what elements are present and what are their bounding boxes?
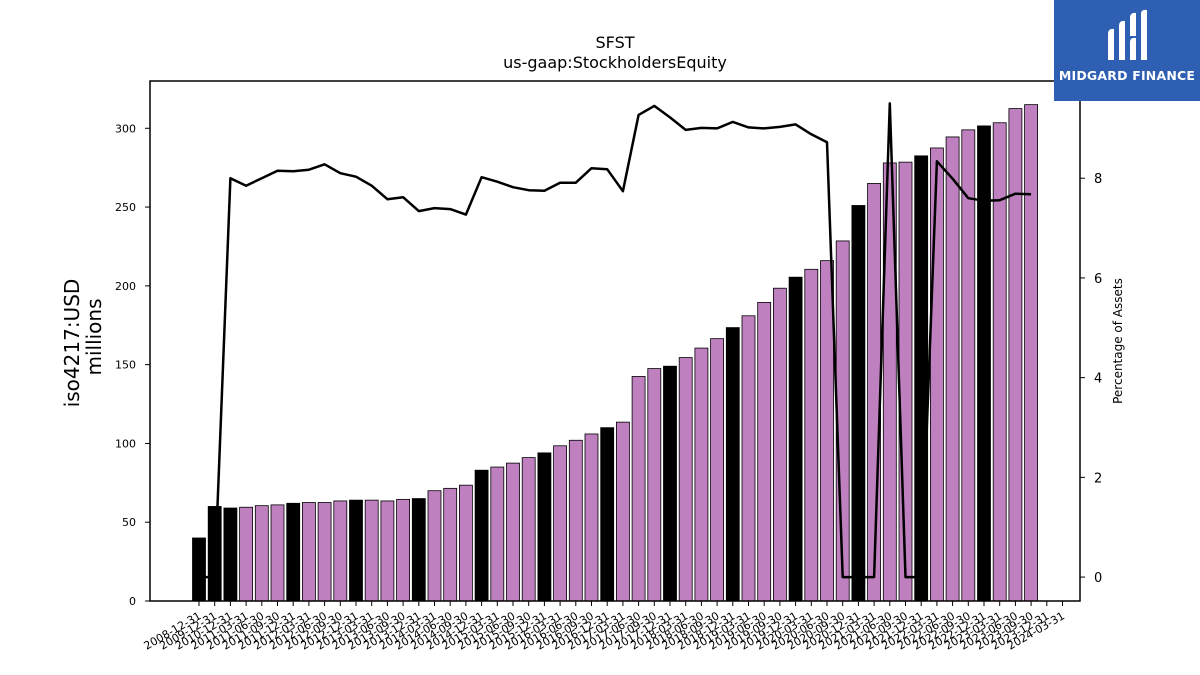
bar-2015-06-30 bbox=[506, 462, 520, 602]
logo-mark-icon bbox=[1108, 9, 1147, 60]
y2tick-label: 8 bbox=[1094, 172, 1102, 187]
bar-2011-06-30 bbox=[254, 505, 269, 602]
bar-2019-12-31 bbox=[788, 276, 803, 602]
bar-2014-09-30 bbox=[458, 484, 473, 602]
bar-2012-09-30 bbox=[333, 500, 348, 602]
bar-2020-06-30 bbox=[820, 260, 834, 602]
bar-2011-03-31 bbox=[239, 506, 254, 602]
brand-logo: MIDGARD FINANCE bbox=[1054, 0, 1200, 101]
bar-2012-12-31 bbox=[349, 499, 363, 602]
bar-2021-09-30 bbox=[898, 161, 913, 602]
bar-2022-06-30 bbox=[945, 136, 960, 602]
bar-2021-12-31 bbox=[914, 155, 929, 602]
bar-2018-09-30 bbox=[710, 338, 724, 602]
bar-2015-03-31 bbox=[490, 466, 505, 602]
bar-2015-12-31 bbox=[537, 452, 552, 602]
bar-2020-12-31 bbox=[851, 205, 866, 602]
bar-2018-03-31 bbox=[678, 357, 693, 602]
bar-2020-03-31 bbox=[804, 268, 819, 602]
y-axis-label-line2: millions bbox=[82, 298, 106, 375]
line-percentage-of-assets bbox=[199, 102, 1032, 579]
bar-2011-12-31 bbox=[286, 502, 301, 602]
bar-2013-12-31 bbox=[411, 498, 426, 602]
bar-2016-09-30 bbox=[584, 433, 599, 602]
bar-2018-06-30 bbox=[694, 347, 709, 602]
bar-2013-06-30 bbox=[380, 500, 395, 602]
bar-2016-06-30 bbox=[568, 439, 583, 602]
bar-2016-12-31 bbox=[600, 427, 615, 602]
y2tick-label: 2 bbox=[1094, 471, 1102, 486]
bar-2023-06-30 bbox=[1008, 108, 1023, 602]
ytick-label: 50 bbox=[122, 516, 136, 529]
bar-2017-12-31 bbox=[663, 365, 677, 602]
bar-2021-03-31 bbox=[867, 183, 881, 602]
y2tick-label: 6 bbox=[1094, 272, 1102, 287]
bar-2019-09-30 bbox=[773, 287, 787, 602]
ytick-label: 0 bbox=[129, 595, 136, 608]
bar-2013-03-31 bbox=[364, 499, 379, 602]
bar-2023-09-30 bbox=[1024, 104, 1038, 602]
y2tick-label: 0 bbox=[1094, 571, 1102, 586]
bar-2019-03-31 bbox=[741, 315, 756, 602]
percentage-line-layer bbox=[199, 102, 1032, 579]
bar-2017-09-30 bbox=[647, 368, 662, 602]
plot-frame bbox=[149, 80, 1081, 602]
bar-2017-03-31 bbox=[616, 421, 630, 602]
bar-2008-12-31 bbox=[192, 537, 206, 602]
bar-2013-09-30 bbox=[396, 498, 411, 602]
bar-2012-06-30 bbox=[317, 502, 332, 602]
bar-2010-12-31 bbox=[223, 507, 238, 602]
chart-subtitle: us-gaap:StockholdersEquity bbox=[503, 53, 727, 72]
ytick-label: 100 bbox=[115, 437, 136, 450]
bar-2012-03-31 bbox=[301, 502, 316, 602]
bar-2022-03-31 bbox=[930, 147, 944, 602]
bar-2014-06-30 bbox=[443, 487, 458, 602]
bar-2011-09-30 bbox=[270, 504, 285, 602]
bar-2014-03-31 bbox=[427, 490, 442, 602]
bar-2017-06-30 bbox=[631, 376, 646, 602]
bar-2014-12-31 bbox=[474, 469, 489, 602]
bar-2018-12-31 bbox=[725, 327, 740, 602]
bar-2015-09-30 bbox=[521, 457, 536, 602]
ytick-label: 250 bbox=[115, 201, 136, 214]
bar-2022-12-31 bbox=[977, 125, 991, 602]
bar-2022-09-30 bbox=[961, 129, 976, 602]
ytick-label: 150 bbox=[115, 359, 136, 372]
bar-2023-03-31 bbox=[992, 122, 1007, 602]
y2tick-label: 4 bbox=[1094, 372, 1102, 387]
ytick-label: 300 bbox=[115, 122, 136, 135]
left-axis: 0 50 100 150 200 250 300 bbox=[115, 122, 150, 608]
ytick-label: 200 bbox=[115, 280, 136, 293]
y2-axis-label: Percentage of Assets bbox=[1111, 278, 1125, 404]
right-axis: 0 2 4 6 8 bbox=[1080, 172, 1102, 586]
logo-text: MIDGARD FINANCE bbox=[1058, 68, 1196, 83]
chart-title: SFST bbox=[595, 33, 634, 52]
bar-2019-06-30 bbox=[757, 301, 772, 602]
bar-2016-03-31 bbox=[553, 445, 567, 602]
y-axis-label-line1: iso4217:USD bbox=[60, 279, 84, 408]
x-axis: 2008-12-312009-12-312010-12-312011-03-31… bbox=[142, 601, 1067, 653]
